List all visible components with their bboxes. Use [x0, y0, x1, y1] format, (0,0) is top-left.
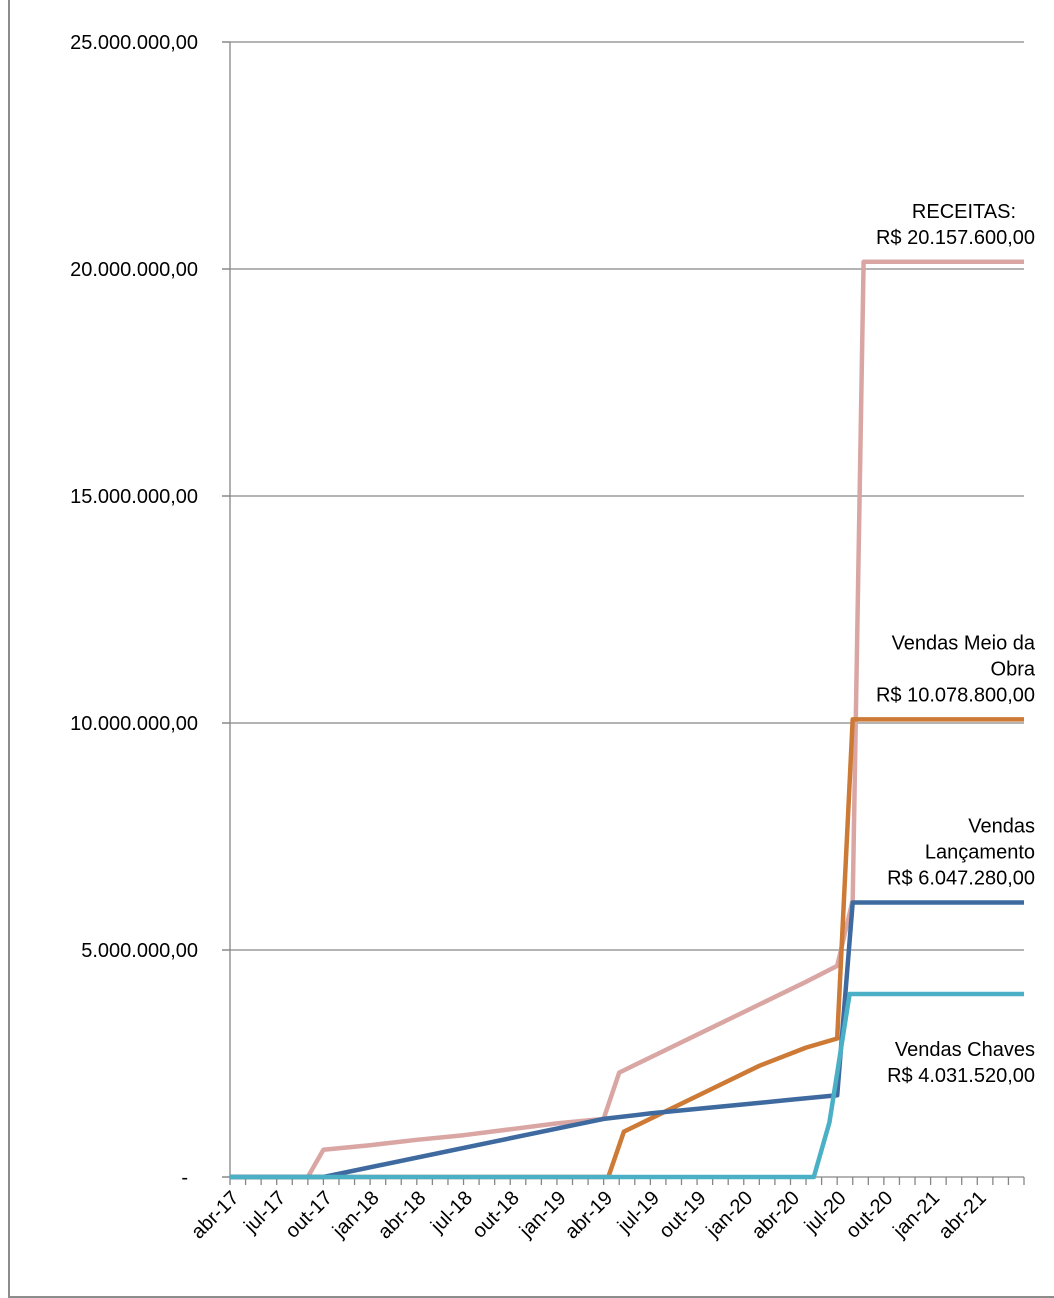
- annotation-vendas-lancamento: Vendas: [968, 815, 1035, 837]
- annotation-vendas-meio-obra: Vendas Meio da: [892, 632, 1036, 654]
- x-tick-label: abr-17: [187, 1187, 243, 1243]
- annotation-vendas-lancamento: R$ 6.047.280,00: [887, 867, 1035, 889]
- series-line-vendas-chaves: [230, 991, 1024, 1180]
- annotation-vendas-lancamento: Lançamento: [925, 841, 1035, 863]
- y-tick-label: -: [181, 1167, 188, 1189]
- axes: [222, 41, 1025, 1185]
- x-tick-label: abr-20: [748, 1187, 804, 1243]
- x-tick-label: jan-18: [328, 1187, 384, 1243]
- x-tick-label: jan-19: [515, 1187, 571, 1243]
- annotation-vendas-chaves: R$ 4.031.520,00: [887, 1065, 1035, 1087]
- x-tick-label: out-19: [655, 1187, 711, 1243]
- y-tick-label: 20.000.000,00: [70, 259, 198, 281]
- x-tick-label: out-18: [468, 1187, 524, 1243]
- x-tick-label: jul-20: [800, 1187, 851, 1238]
- x-tick-label: out-17: [281, 1187, 337, 1243]
- y-axis-tick-labels: - 5.000.000,00 10.000.000,00 15.000.000,00 2…: [70, 32, 198, 1189]
- series-line-vendas-meio-obra: [230, 717, 1024, 1180]
- series-annotations: RECEITAS: R$ 20.157.600,00 Vendas Meio da O…: [876, 201, 1036, 1087]
- x-tick-label: jul-19: [613, 1187, 664, 1238]
- annotation-receitas: RECEITAS:: [912, 201, 1016, 223]
- y-tick-label: 25.000.000,00: [70, 32, 198, 54]
- x-tick-label: jan-21: [889, 1187, 945, 1243]
- y-tick-label: 15.000.000,00: [70, 486, 198, 508]
- gridlines: [222, 41, 1024, 951]
- series-line-vendas-lancamento: [230, 900, 1024, 1180]
- x-tick-label: jan-20: [702, 1187, 758, 1243]
- y-tick-label: 5.000.000,00: [81, 940, 198, 962]
- x-tick-label: abr-21: [934, 1187, 990, 1243]
- x-tick-label: abr-18: [374, 1187, 430, 1243]
- x-axis-tick-labels: abr-17jul-17out-17jan-18abr-18jul-18out-…: [187, 1187, 991, 1243]
- annotation-vendas-chaves: Vendas Chaves: [895, 1039, 1035, 1061]
- annotation-receitas: R$ 20.157.600,00: [876, 227, 1035, 249]
- annotation-vendas-meio-obra: R$ 10.078.800,00: [876, 684, 1035, 706]
- x-tick-label: jul-18: [426, 1187, 477, 1238]
- series-line-receitas: [230, 259, 1024, 1180]
- x-tick-label: out-20: [842, 1187, 898, 1243]
- x-tick-label: abr-19: [561, 1187, 617, 1243]
- series-lines: [230, 259, 1024, 1180]
- x-tick-label: jul-17: [239, 1187, 290, 1238]
- y-tick-label: 10.000.000,00: [70, 713, 198, 735]
- chart-frame: [8, 0, 1054, 1298]
- annotation-vendas-meio-obra: Obra: [991, 658, 1036, 680]
